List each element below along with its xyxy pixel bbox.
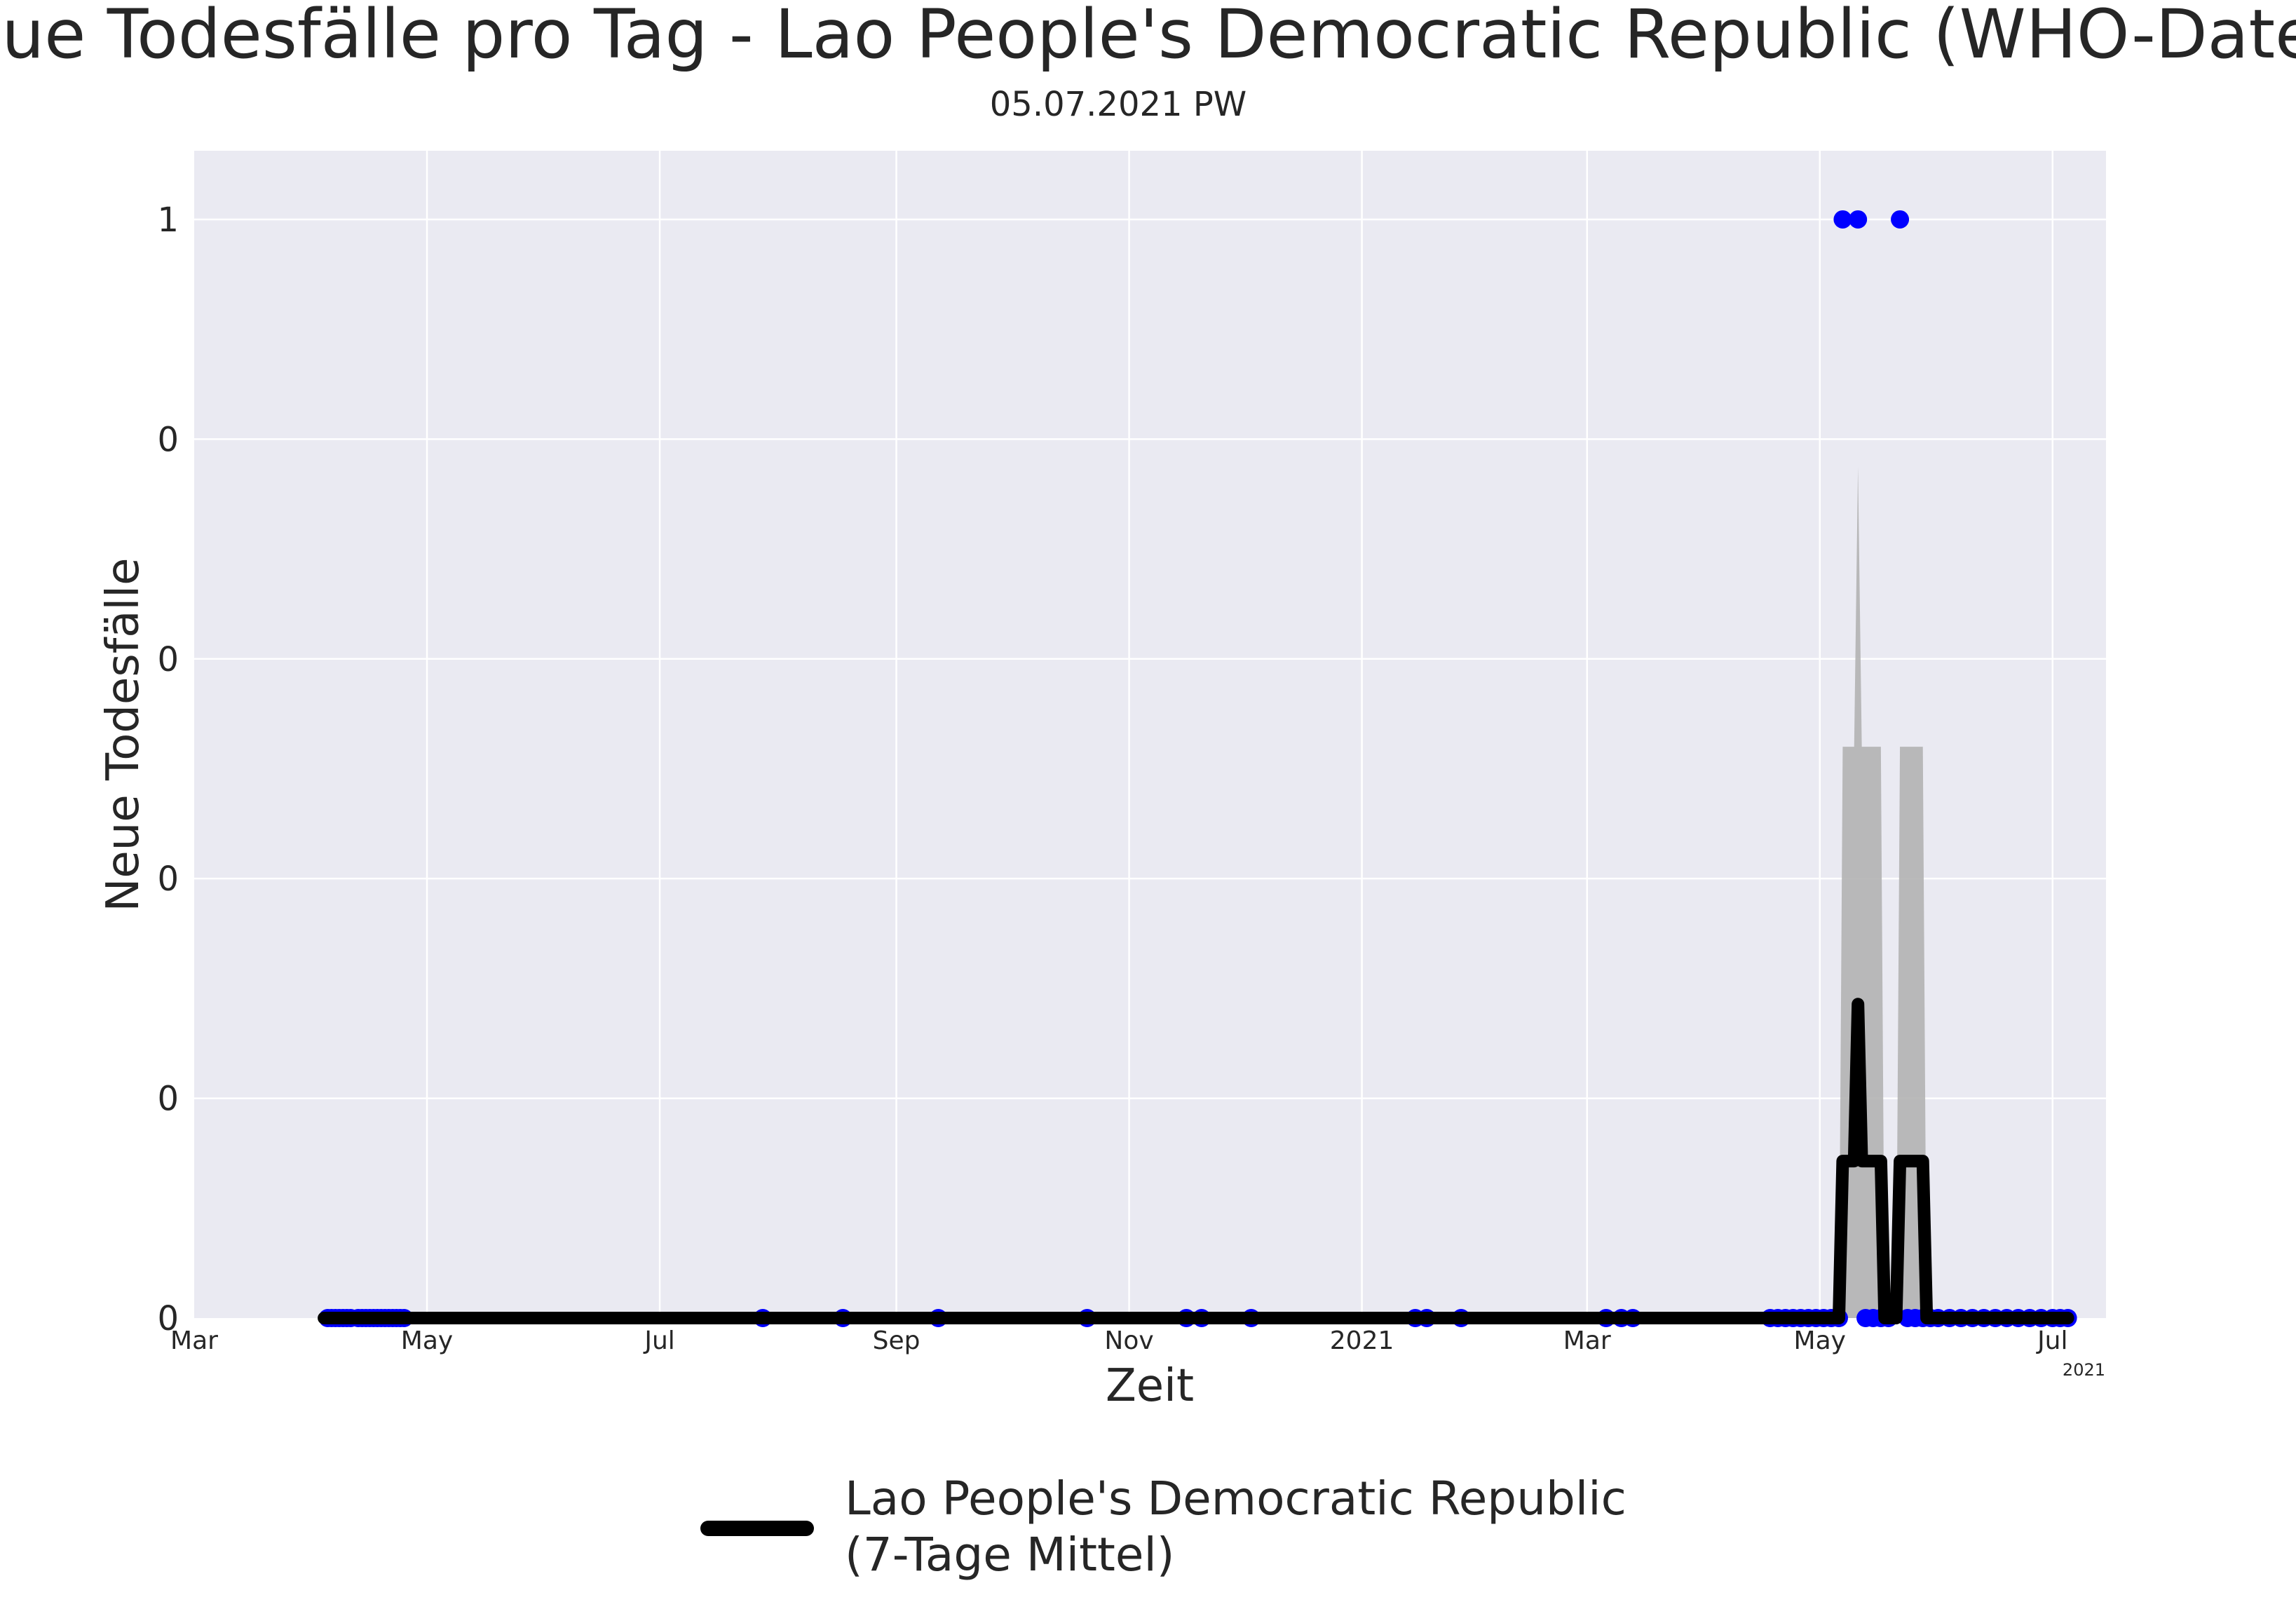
plot-area [194, 151, 2106, 1318]
y-tick-label: 0 [157, 420, 179, 459]
chart-subtitle: 05.07.2021 PW [990, 85, 1247, 124]
chart-title: Neue Todesfälle pro Tag - Lao People's D… [0, 0, 2296, 74]
grid [194, 151, 2106, 1318]
mean-line [318, 998, 2074, 1324]
x-tick-label: Nov [1104, 1326, 1153, 1355]
x-axis-label: Zeit [1106, 1360, 1194, 1412]
y-tick-label: 0 [157, 860, 179, 899]
x-tick-label: May [401, 1326, 453, 1355]
x-tick-label: Jul [643, 1326, 674, 1355]
legend-label: Lao People's Democratic Republic (7-Tage … [845, 1472, 1626, 1582]
x-tick-label: Mar [1563, 1326, 1611, 1355]
y-axis-label: Neue Todesfälle [97, 558, 149, 912]
daily-point [1849, 210, 1868, 229]
x-tick-label: 2021 [1330, 1326, 1394, 1355]
y-tick-label: 0 [157, 1080, 179, 1119]
legend-label-line: Lao People's Democratic Republic [845, 1472, 1626, 1526]
series-line [318, 998, 2074, 1324]
legend-label-line: (7-Tage Mittel) [845, 1528, 1175, 1582]
y-tick-labels: 0 0 0 0 0 1 [157, 201, 179, 1338]
daily-point [1891, 210, 1910, 229]
y-tick-label: 1 [157, 201, 179, 240]
y-tick-label: 0 [157, 1299, 179, 1338]
x-offset-label: 2021 [2063, 1360, 2105, 1380]
x-tick-label: Jul [2036, 1326, 2067, 1355]
y-tick-label: 0 [157, 640, 179, 679]
x-tick-label: Mar [170, 1326, 218, 1355]
legend: Lao People's Democratic Republic (7-Tage … [700, 1472, 1626, 1582]
daily-point [1833, 210, 1852, 229]
x-tick-labels: Mar May Jul Sep Nov 2021 Mar May Jul [170, 1326, 2067, 1355]
x-tick-label: May [1794, 1326, 1846, 1355]
x-tick-label: Sep [873, 1326, 921, 1355]
